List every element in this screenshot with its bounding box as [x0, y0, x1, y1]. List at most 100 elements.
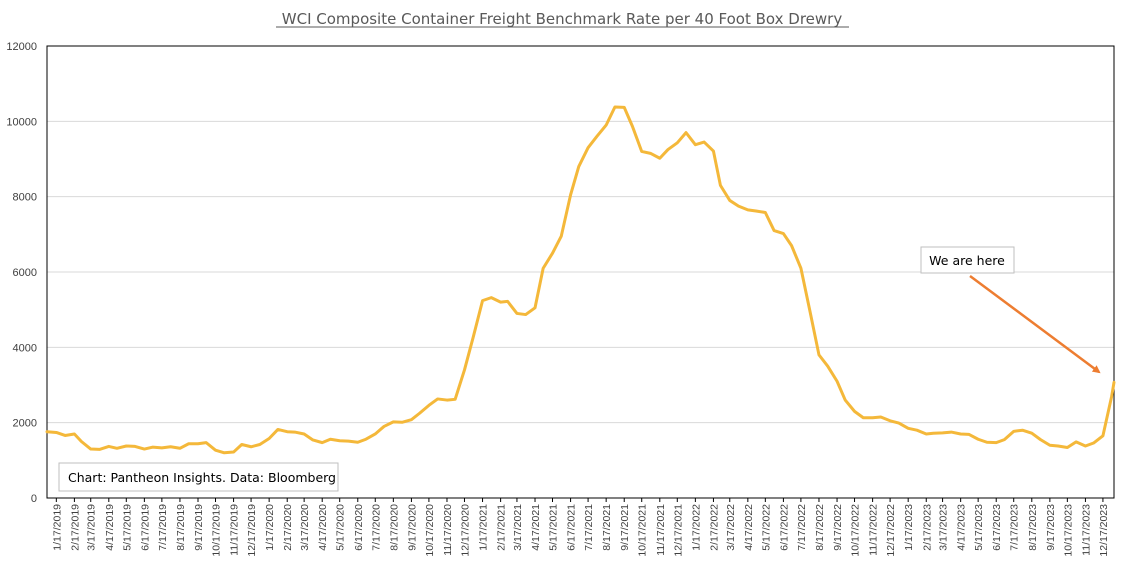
data-point	[977, 438, 980, 441]
x-tick-label: 2/17/2019	[69, 504, 81, 551]
x-tick-label: 11/17/2023	[1080, 504, 1092, 556]
x-tick-label: 5/17/2023	[973, 504, 985, 551]
data-point	[560, 235, 563, 238]
data-point	[321, 441, 324, 444]
data-point	[790, 244, 793, 247]
data-point	[524, 313, 527, 316]
y-tick-label: 6000	[13, 267, 37, 279]
data-point	[347, 440, 350, 443]
data-point	[143, 448, 146, 451]
x-tick-label: 5/17/2022	[760, 504, 772, 551]
x-tick-label: 10/17/2019	[211, 504, 223, 557]
x-tick-label: 9/17/2021	[619, 504, 631, 551]
data-point	[80, 440, 83, 443]
data-point	[1101, 434, 1104, 437]
data-point	[666, 148, 669, 151]
data-point	[577, 165, 580, 168]
y-tick-label: 12000	[6, 41, 37, 53]
data-point	[1110, 395, 1113, 398]
data-point	[151, 446, 154, 449]
x-tick-label: 9/17/2020	[406, 504, 418, 551]
x-tick-label: 11/17/2021	[655, 504, 667, 556]
data-point	[472, 336, 475, 339]
data-point	[853, 410, 856, 413]
data-point	[799, 267, 802, 270]
x-tick-label: 12/17/2020	[459, 504, 471, 557]
data-point	[1012, 430, 1015, 433]
data-point	[515, 312, 518, 315]
x-tick-label: 1/17/2023	[903, 504, 915, 551]
data-point	[55, 431, 58, 434]
data-point	[967, 433, 970, 436]
data-point	[755, 209, 758, 212]
data-point	[356, 441, 359, 444]
x-tick-label: 12/17/2019	[246, 504, 258, 557]
series-points	[46, 106, 1115, 454]
data-point	[392, 420, 395, 423]
data-point	[950, 431, 953, 434]
x-tick-label: 12/17/2021	[672, 504, 684, 557]
plot-frame	[46, 45, 1115, 499]
data-point	[240, 443, 243, 446]
x-tick-label: 10/17/2023	[1062, 504, 1074, 557]
data-point	[676, 141, 679, 144]
data-point	[1075, 440, 1078, 443]
data-point	[889, 419, 892, 422]
data-point	[1066, 446, 1069, 449]
data-point	[685, 131, 688, 134]
x-tick-label: 10/17/2021	[637, 504, 649, 557]
data-point	[817, 353, 820, 356]
data-point	[808, 308, 811, 311]
series-line	[45, 105, 1116, 455]
data-point	[329, 438, 332, 441]
data-point	[286, 430, 289, 433]
data-point	[1030, 432, 1033, 435]
x-tick-label: 6/17/2019	[139, 504, 151, 551]
x-tick-label: 8/17/2021	[601, 504, 613, 551]
data-point	[932, 432, 935, 435]
y-tick-label: 8000	[13, 192, 37, 204]
data-point	[712, 150, 715, 153]
data-point	[897, 422, 900, 425]
data-point	[418, 412, 421, 415]
x-tick-label: 7/17/2021	[583, 504, 595, 551]
x-tick-label: 12/17/2023	[1098, 504, 1110, 557]
data-point	[427, 404, 430, 407]
data-point	[1048, 444, 1051, 447]
x-tick-label: 5/17/2019	[121, 504, 133, 551]
x-tick-label: 2/17/2021	[496, 504, 508, 551]
we-are-here-annotation: We are here	[920, 246, 1101, 374]
x-tick-label: 3/17/2023	[938, 504, 950, 551]
data-point	[250, 445, 253, 448]
x-tick-label: 4/17/2020	[317, 504, 329, 551]
data-point	[125, 445, 128, 448]
data-point	[401, 421, 404, 424]
x-tick-label: 2/17/2023	[921, 504, 933, 551]
data-point	[649, 152, 652, 155]
x-tick-label: 1/17/2022	[690, 504, 702, 551]
data-point	[703, 141, 706, 144]
data-point	[98, 448, 101, 451]
data-point	[746, 208, 749, 211]
x-tick-label: 8/17/2019	[175, 504, 187, 551]
data-point	[268, 437, 271, 440]
data-point	[728, 199, 731, 202]
y-axis: 0 2000 4000 6000 8000 10000 12000	[6, 41, 37, 505]
x-tick-label: 3/17/2021	[512, 504, 524, 551]
x-tick-label: 3/17/2019	[86, 504, 98, 551]
y-tick-label: 0	[31, 493, 37, 505]
x-tick-label: 7/17/2020	[370, 504, 382, 551]
data-point	[374, 432, 377, 435]
x-tick-label: 11/17/2022	[868, 504, 880, 556]
y-tick-label: 4000	[13, 342, 37, 354]
data-point	[506, 300, 509, 303]
x-tick-label: 7/17/2023	[1009, 504, 1021, 551]
data-point	[293, 431, 296, 434]
data-point	[613, 106, 616, 109]
data-point	[338, 439, 341, 442]
data-point	[436, 397, 439, 400]
x-tick-label: 4/17/2022	[743, 504, 755, 551]
data-point	[995, 441, 998, 444]
x-tick-label: 1/17/2020	[264, 504, 276, 551]
